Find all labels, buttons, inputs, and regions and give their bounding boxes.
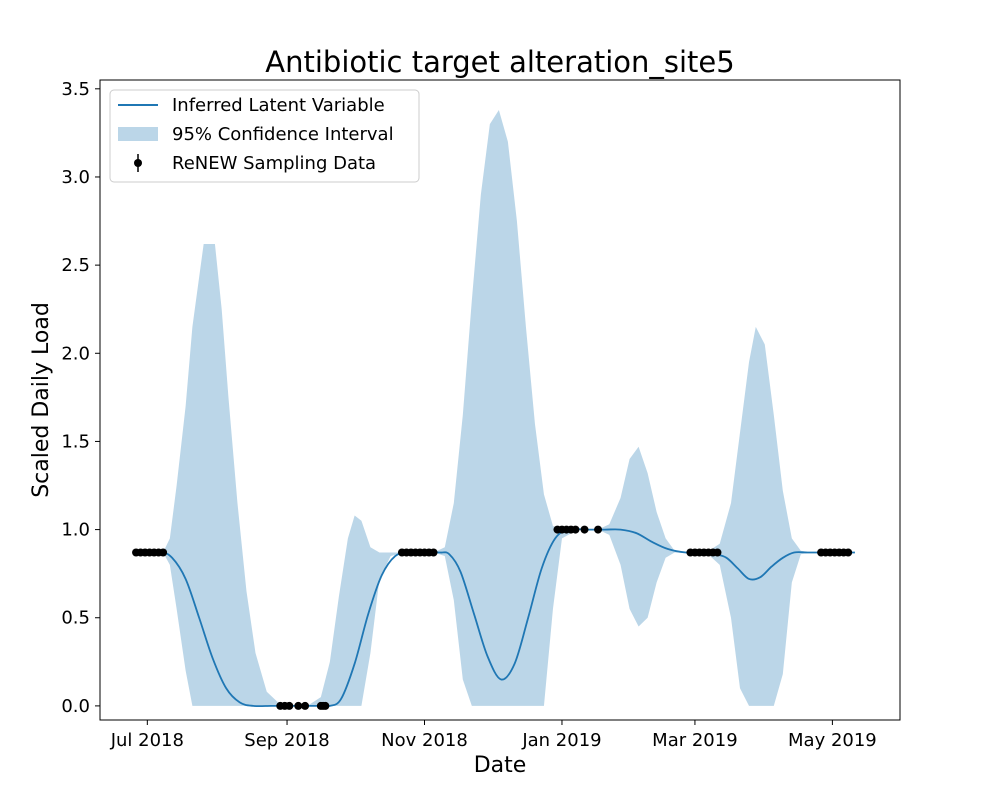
plot-area: [132, 109, 855, 710]
legend-label-samples: ReNEW Sampling Data: [172, 153, 376, 174]
legend-band-swatch: [118, 127, 158, 141]
legend-label-ci: 95% Confidence Interval: [172, 124, 394, 145]
y-tick-label: 1.5: [61, 431, 90, 452]
confidence-band: [136, 109, 855, 706]
sample-point: [571, 525, 580, 534]
sample-point: [594, 525, 603, 534]
x-tick-label: Mar 2019: [652, 730, 738, 751]
latent-variable-line: [136, 528, 855, 708]
x-axis-label: Date: [474, 753, 527, 778]
legend-label-latent: Inferred Latent Variable: [172, 95, 385, 116]
y-axis-label: Scaled Daily Load: [29, 302, 54, 498]
sample-point: [321, 701, 330, 710]
legend: Inferred Latent Variable 95% Confidence …: [109, 89, 420, 183]
x-tick-label: Jan 2019: [521, 730, 601, 751]
sample-point: [713, 548, 722, 557]
sample-point: [159, 548, 168, 557]
axes-frame: [99, 79, 901, 721]
y-tick-label: 3.0: [61, 167, 90, 188]
sample-point: [429, 548, 438, 557]
x-axis: Jul 2018 Sep 2018 Nov 2018 Jan 2019 Mar 2019…: [110, 720, 877, 751]
sample-point: [580, 525, 589, 534]
y-tick-label: 2.5: [61, 255, 90, 276]
legend-point-swatch: [134, 159, 142, 167]
y-tick-label: 1.0: [61, 520, 90, 541]
x-tick-label: Jul 2018: [110, 730, 184, 751]
x-tick-label: May 2019: [788, 730, 877, 751]
y-tick-label: 0.5: [61, 608, 90, 629]
sample-point: [294, 701, 303, 710]
y-tick-label: 0.0: [61, 696, 90, 717]
sample-point: [301, 701, 310, 710]
sample-point: [844, 548, 853, 557]
sample-point: [285, 701, 294, 710]
y-tick-label: 2.0: [61, 343, 90, 364]
y-axis: 0.0 0.5 1.0 1.5 2.0 2.5 3.0 3.5: [61, 79, 100, 717]
x-tick-label: Nov 2018: [381, 730, 468, 751]
chart-title: Antibiotic target alteration_site5: [265, 45, 734, 79]
y-tick-label: 3.5: [61, 79, 90, 100]
x-tick-label: Sep 2018: [244, 730, 329, 751]
legend-box: [109, 89, 420, 183]
